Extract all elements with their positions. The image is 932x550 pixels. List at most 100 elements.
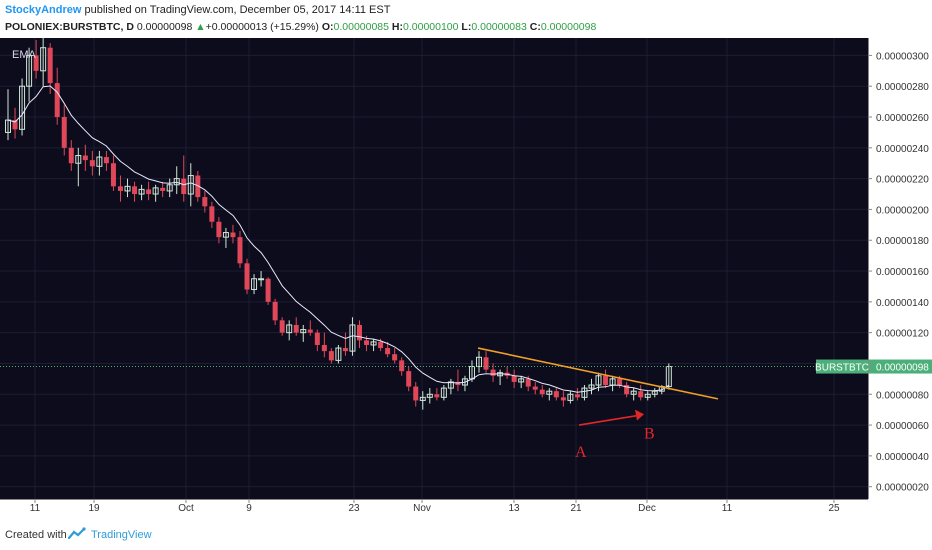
candle-up	[286, 324, 293, 334]
candle-up	[644, 393, 651, 398]
candle-up	[222, 232, 229, 238]
y-tick-label: 0.00000140	[876, 298, 929, 309]
candle-down	[511, 375, 517, 382]
tradingview-brand[interactable]: TradingView	[91, 529, 152, 541]
candle-up	[426, 393, 433, 398]
candle-up	[461, 378, 468, 386]
candle-down	[483, 357, 489, 370]
candle-up	[518, 378, 525, 383]
y-tick-label: 0.00000200	[876, 205, 929, 216]
x-tick-label: Dec	[638, 503, 656, 514]
author-link[interactable]: StockyAndrew	[5, 4, 82, 16]
symbol-tag-label: BURSTBTC	[815, 363, 869, 374]
y-tick-label: 0.00000220	[876, 175, 929, 186]
price-axis-panel	[868, 38, 932, 514]
candle-down	[110, 163, 116, 187]
tradingview-logo-icon[interactable]	[68, 526, 88, 542]
candle-down	[54, 83, 60, 118]
created-with-text: Created with	[5, 529, 67, 541]
y-tick-label: 0.00000060	[876, 421, 929, 432]
candle-down	[230, 232, 236, 238]
x-tick-label: 11	[722, 503, 733, 514]
candle-up	[75, 155, 82, 164]
x-tick-label: 13	[508, 503, 520, 514]
candle-down	[216, 221, 222, 238]
candle-up	[300, 329, 307, 334]
published-text: published on TradingView.com, December 0…	[84, 4, 391, 16]
candle-down	[434, 394, 440, 398]
y-tick-label: 0.00000080	[876, 390, 929, 401]
candle-down	[237, 237, 243, 264]
low-value: 0.00000083	[471, 21, 527, 33]
symbol-label: POLONIEX:BURSTBTC, D	[5, 21, 134, 33]
chart-background	[0, 38, 932, 514]
candle-down	[47, 47, 53, 84]
candle-up	[349, 324, 356, 352]
candle-down	[68, 147, 74, 164]
candle-up	[19, 85, 26, 130]
candle-down	[378, 341, 384, 349]
y-tick-label: 0.00000260	[876, 113, 929, 124]
candle-down	[132, 186, 138, 195]
annotation-label-a: A	[575, 444, 587, 461]
high-label: H:	[391, 21, 404, 33]
footer: Created with TradingView	[0, 520, 932, 550]
last-price: 0.00000098	[136, 21, 193, 33]
trendline[interactable]	[477, 347, 719, 400]
y-tick-label: 0.00000120	[876, 329, 929, 340]
symbol-price-tag	[816, 359, 868, 374]
candle-down	[357, 324, 362, 341]
candle-down	[209, 206, 215, 222]
y-tick-label: 0.00000180	[876, 236, 929, 247]
close-value: 0.00000098	[540, 21, 597, 33]
candle-down	[279, 320, 285, 333]
candle-down	[272, 301, 278, 321]
candle-up	[40, 47, 47, 72]
candle-down	[265, 278, 271, 302]
x-tick-label: 23	[348, 503, 360, 514]
candle-up	[5, 119, 11, 133]
candle-up	[173, 178, 180, 186]
candle-down	[539, 389, 545, 395]
candle-down	[33, 55, 39, 71]
x-tick-label: Nov	[413, 503, 431, 514]
low-label: L:	[461, 21, 472, 33]
candle-up	[96, 156, 103, 167]
annotation-arrow[interactable]	[578, 415, 637, 426]
candle-up	[567, 393, 574, 401]
high-value: 0.00000100	[403, 21, 459, 33]
ohlc-legend: POLONIEX:BURSTBTC, D 0.00000098 ▲+0.0000…	[5, 21, 596, 33]
price-chart[interactable]: 0.00000020 0.00000040 0.00000060 0.00000080…	[0, 36, 932, 514]
x-tick-label: 9	[246, 503, 252, 514]
candle-up	[447, 381, 454, 389]
x-tick-label: 19	[88, 503, 100, 514]
candle-down	[364, 340, 370, 345]
open-value: 0.00000085	[333, 21, 389, 33]
candle-up	[370, 341, 377, 346]
candle-down	[490, 369, 496, 376]
x-tick-label: 21	[570, 503, 582, 514]
candle-down	[392, 354, 398, 361]
candle-up	[665, 366, 672, 388]
chart-area[interactable]: 0.00000020 0.00000040 0.00000060 0.00000080…	[0, 36, 932, 514]
candle-up	[258, 278, 265, 281]
candle-up	[546, 390, 553, 395]
y-tick-label: 0.00000040	[876, 452, 929, 463]
candle-down	[617, 378, 623, 386]
candle-down	[638, 391, 644, 398]
candle-down	[61, 117, 67, 148]
y-tick-label: 0.00000020	[876, 483, 929, 494]
chart-header: StockyAndrew published on TradingView.co…	[0, 0, 932, 38]
candle-down	[160, 187, 166, 191]
candle-up	[251, 278, 258, 291]
arrow-head-icon	[635, 409, 644, 421]
candle-down	[117, 186, 123, 191]
annotation-label-b: B	[644, 425, 655, 442]
candle-down	[321, 344, 327, 352]
time-axis-panel	[0, 499, 868, 514]
x-tick-label: 11	[30, 503, 41, 514]
last-price-tag	[869, 359, 932, 374]
candle-down	[89, 160, 95, 167]
candle-down	[146, 189, 152, 195]
candle-down	[181, 178, 187, 195]
